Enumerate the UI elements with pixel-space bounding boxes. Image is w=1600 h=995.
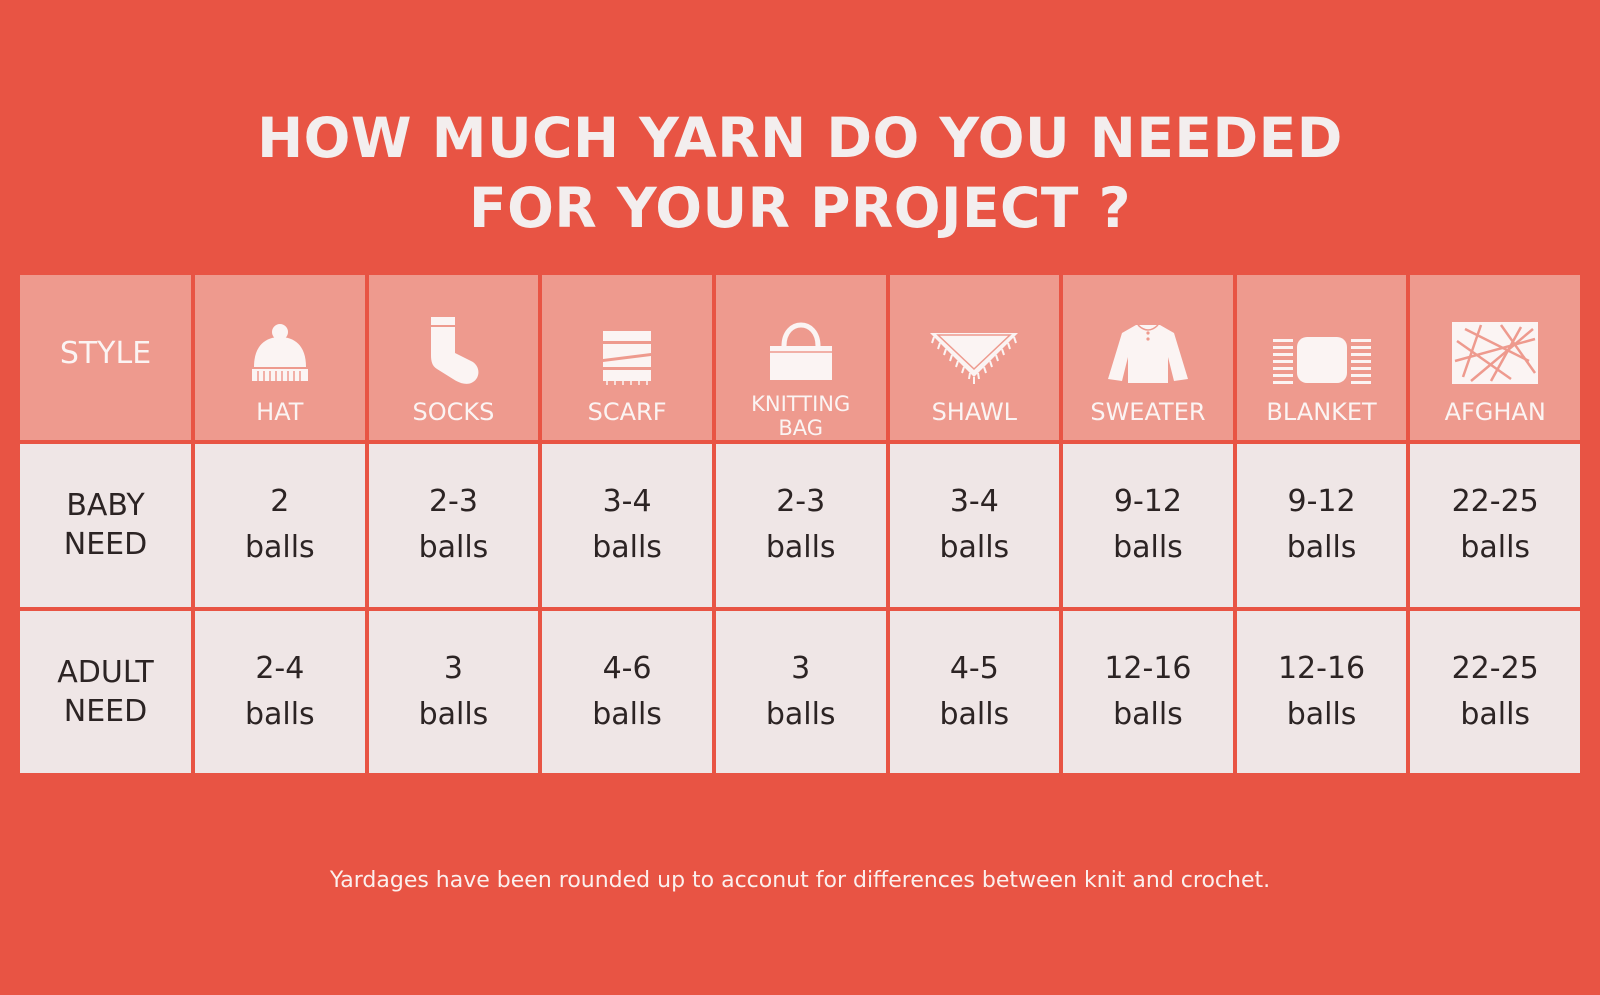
column-header-sweater: SWEATER — [1063, 275, 1233, 440]
table-cell: 9-12 balls — [1063, 444, 1233, 607]
column-label-shawl: SHAWL — [931, 398, 1018, 426]
row-header-adult: ADULT NEED — [20, 610, 191, 773]
column-label-socks: SOCKS — [412, 398, 495, 426]
table-cell: 2-4 balls — [195, 610, 365, 773]
column-label-hat: HAT — [256, 398, 304, 426]
blanket-icon — [1271, 285, 1373, 385]
yarn-table: STYLE HAT SOCKS — [20, 275, 1580, 773]
table-cell: 3 balls — [368, 610, 539, 773]
scarf-icon — [601, 285, 653, 385]
column-label-knitting-bag: KNITTING BAG — [751, 392, 851, 440]
table-cell: 12-16 balls — [1236, 610, 1407, 773]
sweater-icon — [1106, 285, 1190, 385]
table-cell: 12-16 balls — [1063, 610, 1233, 773]
shawl-icon — [928, 285, 1020, 385]
column-header-scarf: SCARF — [542, 275, 712, 440]
page-title: HOW MUCH YARN DO YOU NEEDED FOR YOUR PRO… — [0, 103, 1600, 243]
table-cell: 3 balls — [715, 610, 886, 773]
column-label-afghan: AFGHAN — [1444, 398, 1546, 426]
row-header-baby: BABY NEED — [20, 444, 191, 607]
afghan-icon — [1451, 285, 1539, 385]
title-line-2: FOR YOUR PROJECT ? — [469, 176, 1131, 240]
table-cell: 9-12 balls — [1236, 444, 1407, 607]
table-cell: 4-5 balls — [889, 610, 1060, 773]
style-header: STYLE — [20, 275, 191, 440]
table-cell: 2-3 balls — [715, 444, 886, 607]
table-cell: 2-3 balls — [368, 444, 539, 607]
table-cell: 3-4 balls — [542, 444, 712, 607]
column-header-knitting-bag: KNITTING BAG — [715, 275, 886, 440]
column-header-hat: HAT — [195, 275, 365, 440]
style-header-label: STYLE — [59, 335, 152, 371]
title-line-1: HOW MUCH YARN DO YOU NEEDED — [257, 106, 1343, 170]
table-cell: 4-6 balls — [542, 610, 712, 773]
bag-icon — [766, 285, 836, 382]
column-label-blanket: BLANKET — [1266, 398, 1377, 426]
column-header-shawl: SHAWL — [889, 275, 1060, 440]
column-header-afghan: AFGHAN — [1410, 275, 1580, 440]
column-header-blanket: BLANKET — [1236, 275, 1407, 440]
table-cell: 22-25 balls — [1410, 610, 1580, 773]
sock-icon — [425, 285, 481, 385]
column-label-sweater: SWEATER — [1090, 398, 1206, 426]
footnote: Yardages have been rounded up to acconut… — [329, 868, 1271, 893]
column-label-scarf: SCARF — [587, 398, 667, 426]
column-header-socks: SOCKS — [368, 275, 539, 440]
table-cell: 3-4 balls — [889, 444, 1060, 607]
table-cell: 22-25 balls — [1410, 444, 1580, 607]
table-cell: 2 balls — [195, 444, 365, 607]
hat-icon — [249, 285, 311, 385]
